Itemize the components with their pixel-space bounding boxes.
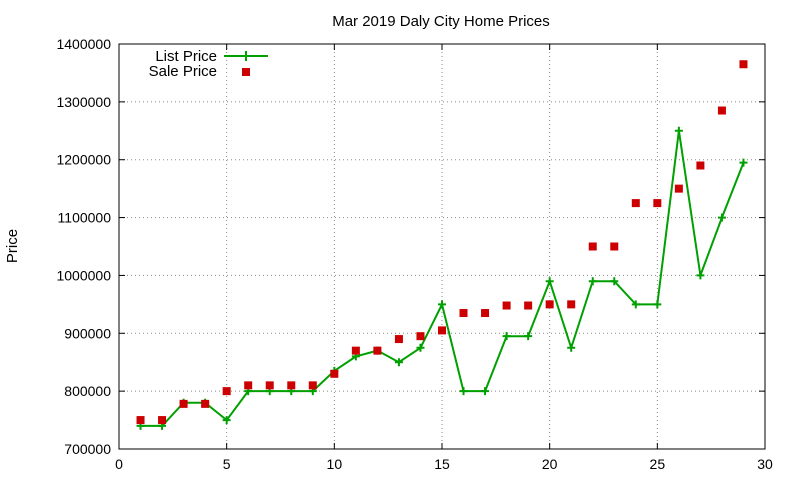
list-price-point bbox=[631, 300, 640, 309]
sale-price-point bbox=[222, 387, 231, 396]
list-price-point bbox=[567, 343, 576, 352]
sale-price-point bbox=[158, 416, 167, 425]
x-tick-label: 0 bbox=[115, 456, 123, 472]
list-price-point bbox=[524, 332, 533, 341]
chart-title: Mar 2019 Daly City Home Prices bbox=[332, 13, 550, 30]
tick-labels: 700000 800000 900000 1000000 1100000 1200000 1… bbox=[56, 36, 773, 472]
list-price-point bbox=[459, 387, 468, 396]
sale-price-point bbox=[438, 326, 446, 335]
y-tick-label: 1300000 bbox=[56, 94, 111, 110]
x-tick-label: 20 bbox=[542, 456, 558, 472]
sale-price-point bbox=[330, 369, 339, 378]
sale-price-point bbox=[739, 60, 748, 69]
sale-price-point bbox=[524, 301, 533, 310]
y-tick-label: 900000 bbox=[64, 325, 111, 341]
list-price-point bbox=[545, 277, 554, 286]
list-price-point bbox=[438, 300, 446, 309]
sale-price-point bbox=[308, 381, 317, 390]
sale-price-point bbox=[265, 381, 274, 390]
y-tick-label: 1200000 bbox=[56, 152, 111, 168]
list-price-point bbox=[588, 277, 597, 286]
y-tick-label: 1000000 bbox=[56, 267, 111, 283]
sale-price-point bbox=[696, 161, 705, 170]
sale-price-point bbox=[459, 309, 468, 318]
list-price-point bbox=[481, 387, 490, 396]
y-axis-label: Price bbox=[4, 229, 21, 263]
list-price-point bbox=[653, 300, 662, 309]
tick-marks bbox=[118, 43, 766, 450]
list-price-line bbox=[140, 130, 745, 427]
list-price-point bbox=[394, 358, 403, 367]
sale-price-point bbox=[287, 381, 296, 390]
x-tick-label: 25 bbox=[650, 456, 666, 472]
list-price-point bbox=[222, 416, 231, 425]
list-price-point bbox=[674, 126, 683, 135]
sale-price-point bbox=[416, 332, 425, 341]
y-tick-label: 800000 bbox=[64, 383, 111, 399]
list-price-point bbox=[696, 271, 705, 280]
list-price-point bbox=[502, 332, 511, 341]
sale-price-point bbox=[717, 106, 726, 115]
sale-price-point bbox=[373, 346, 382, 355]
sale-price-point bbox=[567, 300, 576, 309]
sale-price-point bbox=[244, 381, 253, 390]
legend-label-list-price: List Price bbox=[155, 48, 217, 65]
y-tick-label: 1100000 bbox=[58, 210, 112, 226]
x-tick-label: 15 bbox=[434, 456, 450, 472]
sale-price-point bbox=[631, 199, 640, 208]
sale-price-point bbox=[136, 416, 145, 425]
list-price-point bbox=[610, 277, 619, 286]
legend-marker-sale-price bbox=[242, 68, 250, 76]
sale-price-point bbox=[351, 346, 360, 355]
y-tick-label: 700000 bbox=[64, 441, 111, 457]
sale-price-point bbox=[179, 399, 188, 408]
sale-price-point bbox=[502, 301, 511, 310]
list-price-point bbox=[739, 158, 748, 167]
legend-marker-list-price bbox=[241, 51, 251, 61]
grid-lines bbox=[119, 44, 765, 449]
legend: List Price Sale Price bbox=[149, 48, 268, 80]
sale-price-point bbox=[545, 300, 554, 309]
x-tick-label: 30 bbox=[757, 456, 773, 472]
list-price-point bbox=[416, 343, 425, 352]
series-layer bbox=[136, 60, 748, 430]
sale-price-point bbox=[201, 399, 210, 408]
sale-price-point bbox=[588, 242, 597, 251]
legend-label-sale-price: Sale Price bbox=[149, 63, 217, 80]
x-tick-label: 10 bbox=[327, 456, 343, 472]
y-tick-label: 1400000 bbox=[56, 36, 111, 52]
x-tick-label: 5 bbox=[223, 456, 231, 472]
sale-price-point bbox=[394, 335, 403, 344]
sale-price-point bbox=[610, 242, 619, 251]
sale-price-point bbox=[674, 184, 683, 193]
sale-price-point bbox=[481, 309, 490, 318]
sale-price-point bbox=[653, 199, 662, 208]
list-price-point bbox=[717, 213, 726, 222]
